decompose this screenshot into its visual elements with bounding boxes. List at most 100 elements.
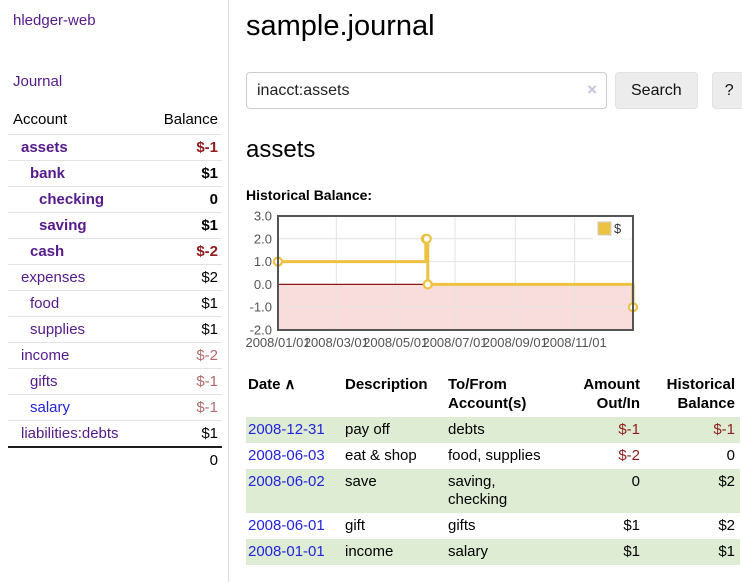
transaction-amount: $-2 [618, 447, 640, 464]
accounts-table: Account Balance assets $-1 bank $1 checking 0… [8, 108, 222, 473]
sort-ascending-icon: ∧ [284, 376, 296, 393]
search-button[interactable]: Search [615, 72, 698, 109]
account-balance: $-1 [144, 368, 222, 395]
account-row: saving $1 [8, 212, 222, 239]
transaction-row: 2008-06-01 gift gifts $1 $2 [246, 513, 740, 539]
search-row: × Search ? [246, 72, 742, 109]
account-row: food $1 [8, 290, 222, 317]
transaction-row: 2008-06-03 eat & shop food, supplies $-2 0 [246, 443, 740, 469]
account-row: assets $-1 [8, 134, 222, 161]
accounts-total-row: 0 [8, 446, 222, 473]
clear-search-icon[interactable]: × [587, 80, 597, 99]
transaction-row: 2008-06-02 save saving, checking 0 $2 [246, 469, 740, 513]
sidebar-account-link[interactable]: expenses [21, 269, 86, 286]
account-balance: $1 [144, 212, 222, 239]
transaction-amount: 0 [631, 473, 640, 490]
sidebar-account-link[interactable]: food [30, 295, 60, 312]
sidebar-account-link[interactable]: gifts [30, 373, 58, 390]
accounts-total-value: 0 [144, 446, 222, 473]
transaction-row: 2008-12-31 pay off debts $-1 $-1 [246, 417, 740, 443]
svg-text:-2.0: -2.0 [250, 323, 272, 338]
transaction-description: gift [345, 517, 366, 534]
accounts-header-account: Account [13, 111, 68, 128]
svg-text:0.0: 0.0 [254, 277, 272, 292]
account-balance: $2 [144, 264, 222, 291]
account-row: checking 0 [8, 186, 222, 213]
accounts-header-balance: Balance [163, 111, 218, 128]
account-heading: assets [246, 136, 316, 163]
sidebar-account-link[interactable]: liabilities:debts [21, 425, 119, 442]
transaction-balance: $-1 [713, 421, 735, 438]
transaction-accounts: debts [448, 421, 485, 438]
sidebar-account-link[interactable]: income [21, 347, 70, 364]
register-table: Date ∧ Description To/From Account(s) Amo… [246, 373, 740, 565]
transaction-accounts: food, supplies [448, 447, 541, 464]
transaction-amount: $-1 [618, 421, 640, 438]
transaction-date-link[interactable]: 2008-06-02 [248, 473, 325, 490]
transaction-balance: 0 [726, 447, 735, 464]
app-title-link[interactable]: hledger-web [13, 12, 96, 29]
transaction-date-link[interactable]: 2008-12-31 [248, 421, 325, 438]
account-row: bank $1 [8, 160, 222, 187]
svg-text:2008/01/01: 2008/01/01 [246, 335, 311, 350]
transaction-amount: $1 [623, 517, 640, 534]
transaction-description: income [345, 543, 394, 560]
svg-text:3.0: 3.0 [254, 210, 272, 224]
account-row: supplies $1 [8, 316, 222, 343]
historical-balance-chart: $3.0 2.0 1.0 0.0 -1.0 -2.0 2008/01/01 2008/03/0… [245, 209, 742, 356]
svg-text:2008/11/01: 2008/11/01 [543, 335, 607, 350]
account-row: income $-2 [8, 342, 222, 369]
main-content: sample.journal × Search ? assets Histori… [229, 0, 742, 582]
sidebar-account-link[interactable]: saving [39, 217, 87, 234]
account-balance: 0 [144, 186, 222, 213]
transaction-date-link[interactable]: 2008-06-01 [248, 517, 325, 534]
account-row: expenses $2 [8, 264, 222, 291]
transaction-balance: $1 [718, 543, 735, 560]
transaction-description: save [345, 473, 377, 490]
transaction-description: pay off [345, 421, 390, 438]
account-row: salary $-1 [8, 394, 222, 421]
sidebar-account-link[interactable]: salary [30, 399, 71, 416]
transaction-balance: $2 [718, 473, 735, 490]
account-balance: $-2 [144, 238, 222, 265]
account-balance: $1 [144, 420, 222, 447]
transaction-amount: $1 [623, 543, 640, 560]
help-button[interactable]: ? [711, 72, 742, 109]
accounts-total-spacer [8, 446, 145, 473]
account-balance: $-1 [144, 134, 222, 161]
account-balance: $1 [144, 160, 222, 187]
register-header-balance: Historical Balance [666, 376, 735, 412]
transaction-row: 2008-01-01 income salary $1 $1 [246, 539, 740, 565]
transaction-balance: $2 [718, 517, 735, 534]
account-balance: $-2 [144, 342, 222, 369]
transaction-date-link[interactable]: 2008-01-01 [248, 543, 325, 560]
nav-journal-link[interactable]: Journal [13, 73, 63, 90]
sidebar-account-link[interactable]: bank [30, 165, 66, 182]
svg-text:2008/05/01: 2008/05/01 [363, 335, 428, 350]
register-header-date[interactable]: Date ∧ [248, 376, 296, 393]
account-row: gifts $-1 [8, 368, 222, 395]
svg-text:2008/07/01: 2008/07/01 [422, 335, 487, 350]
register-header-amount: Amount Out/In [583, 376, 640, 412]
transaction-date-link[interactable]: 2008-06-03 [248, 447, 325, 464]
transaction-accounts: gifts [448, 517, 476, 534]
search-box: × [246, 72, 607, 109]
transaction-description: eat & shop [345, 447, 417, 464]
svg-text:2.0: 2.0 [254, 231, 272, 246]
sidebar-account-link[interactable]: checking [39, 191, 105, 208]
svg-text:2008/03/01: 2008/03/01 [304, 335, 369, 350]
search-input[interactable] [246, 72, 607, 109]
account-balance: $-1 [144, 394, 222, 421]
sidebar-account-link[interactable]: supplies [30, 321, 86, 338]
account-balance: $1 [144, 290, 222, 317]
svg-text:1.0: 1.0 [254, 254, 272, 269]
chart-canvas: $3.0 2.0 1.0 0.0 -1.0 -2.02008/01/012008/03/0… [245, 209, 639, 350]
account-row: cash $-2 [8, 238, 222, 265]
accounts-header-row: Account Balance [8, 108, 222, 135]
svg-text:2008/09/01: 2008/09/01 [483, 335, 548, 350]
accounts-body: assets $-1 bank $1 checking 0 saving $1 cash $-2 e… [8, 134, 222, 447]
sidebar-account-link[interactable]: cash [30, 243, 65, 260]
transaction-accounts: saving, checking [448, 473, 508, 508]
sidebar-account-link[interactable]: assets [21, 139, 68, 156]
